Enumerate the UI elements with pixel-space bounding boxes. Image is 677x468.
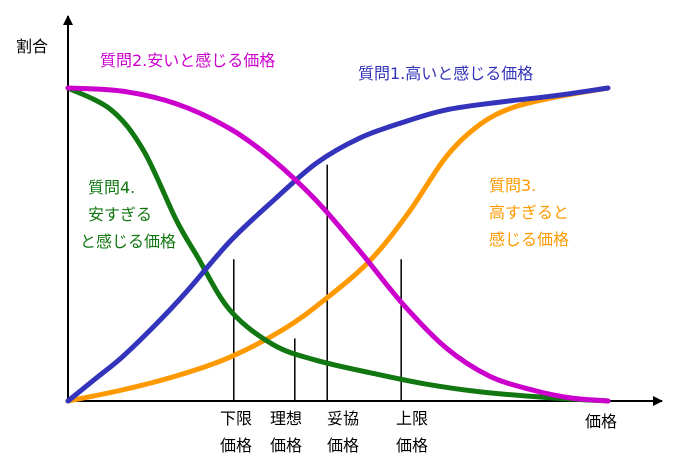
- series-label-q2: 質問2.安いと感じる価格: [100, 51, 275, 70]
- series-line-q4: [65, 85, 611, 404]
- series-label-q4-line3: と感じる価格: [80, 232, 176, 251]
- y-axis-label: 割合: [16, 37, 48, 56]
- marker-label-ideal-line2: 価格: [270, 436, 302, 455]
- series-line-q2: [65, 85, 611, 404]
- series-line-q3: [65, 85, 611, 404]
- series-label-q4-line2: 安すぎる: [88, 205, 152, 224]
- series-label-q3-line2: 高すぎると: [489, 203, 569, 222]
- marker-label-ideal-line1: 理想: [270, 409, 302, 428]
- series-label-q3-line1: 質問3.: [489, 176, 536, 195]
- marker-label-upper-line1: 上限: [396, 409, 428, 428]
- marker-label-compromise-line1: 妥協: [327, 409, 359, 428]
- series-line-q1: [65, 85, 611, 404]
- marker-label-compromise-line2: 価格: [327, 436, 359, 455]
- series-label-q3-line3: 感じる価格: [489, 230, 569, 249]
- series-curves: [65, 85, 611, 404]
- marker-label-upper-line2: 価格: [396, 436, 428, 455]
- marker-label-lower-line1: 下限: [220, 409, 252, 428]
- series-label-q1: 質問1.高いと感じる価格: [358, 64, 533, 83]
- series-label-q4-line1: 質問4.: [88, 178, 135, 197]
- marker-label-lower-line2: 価格: [220, 436, 252, 455]
- x-axis-label: 価格: [585, 412, 617, 431]
